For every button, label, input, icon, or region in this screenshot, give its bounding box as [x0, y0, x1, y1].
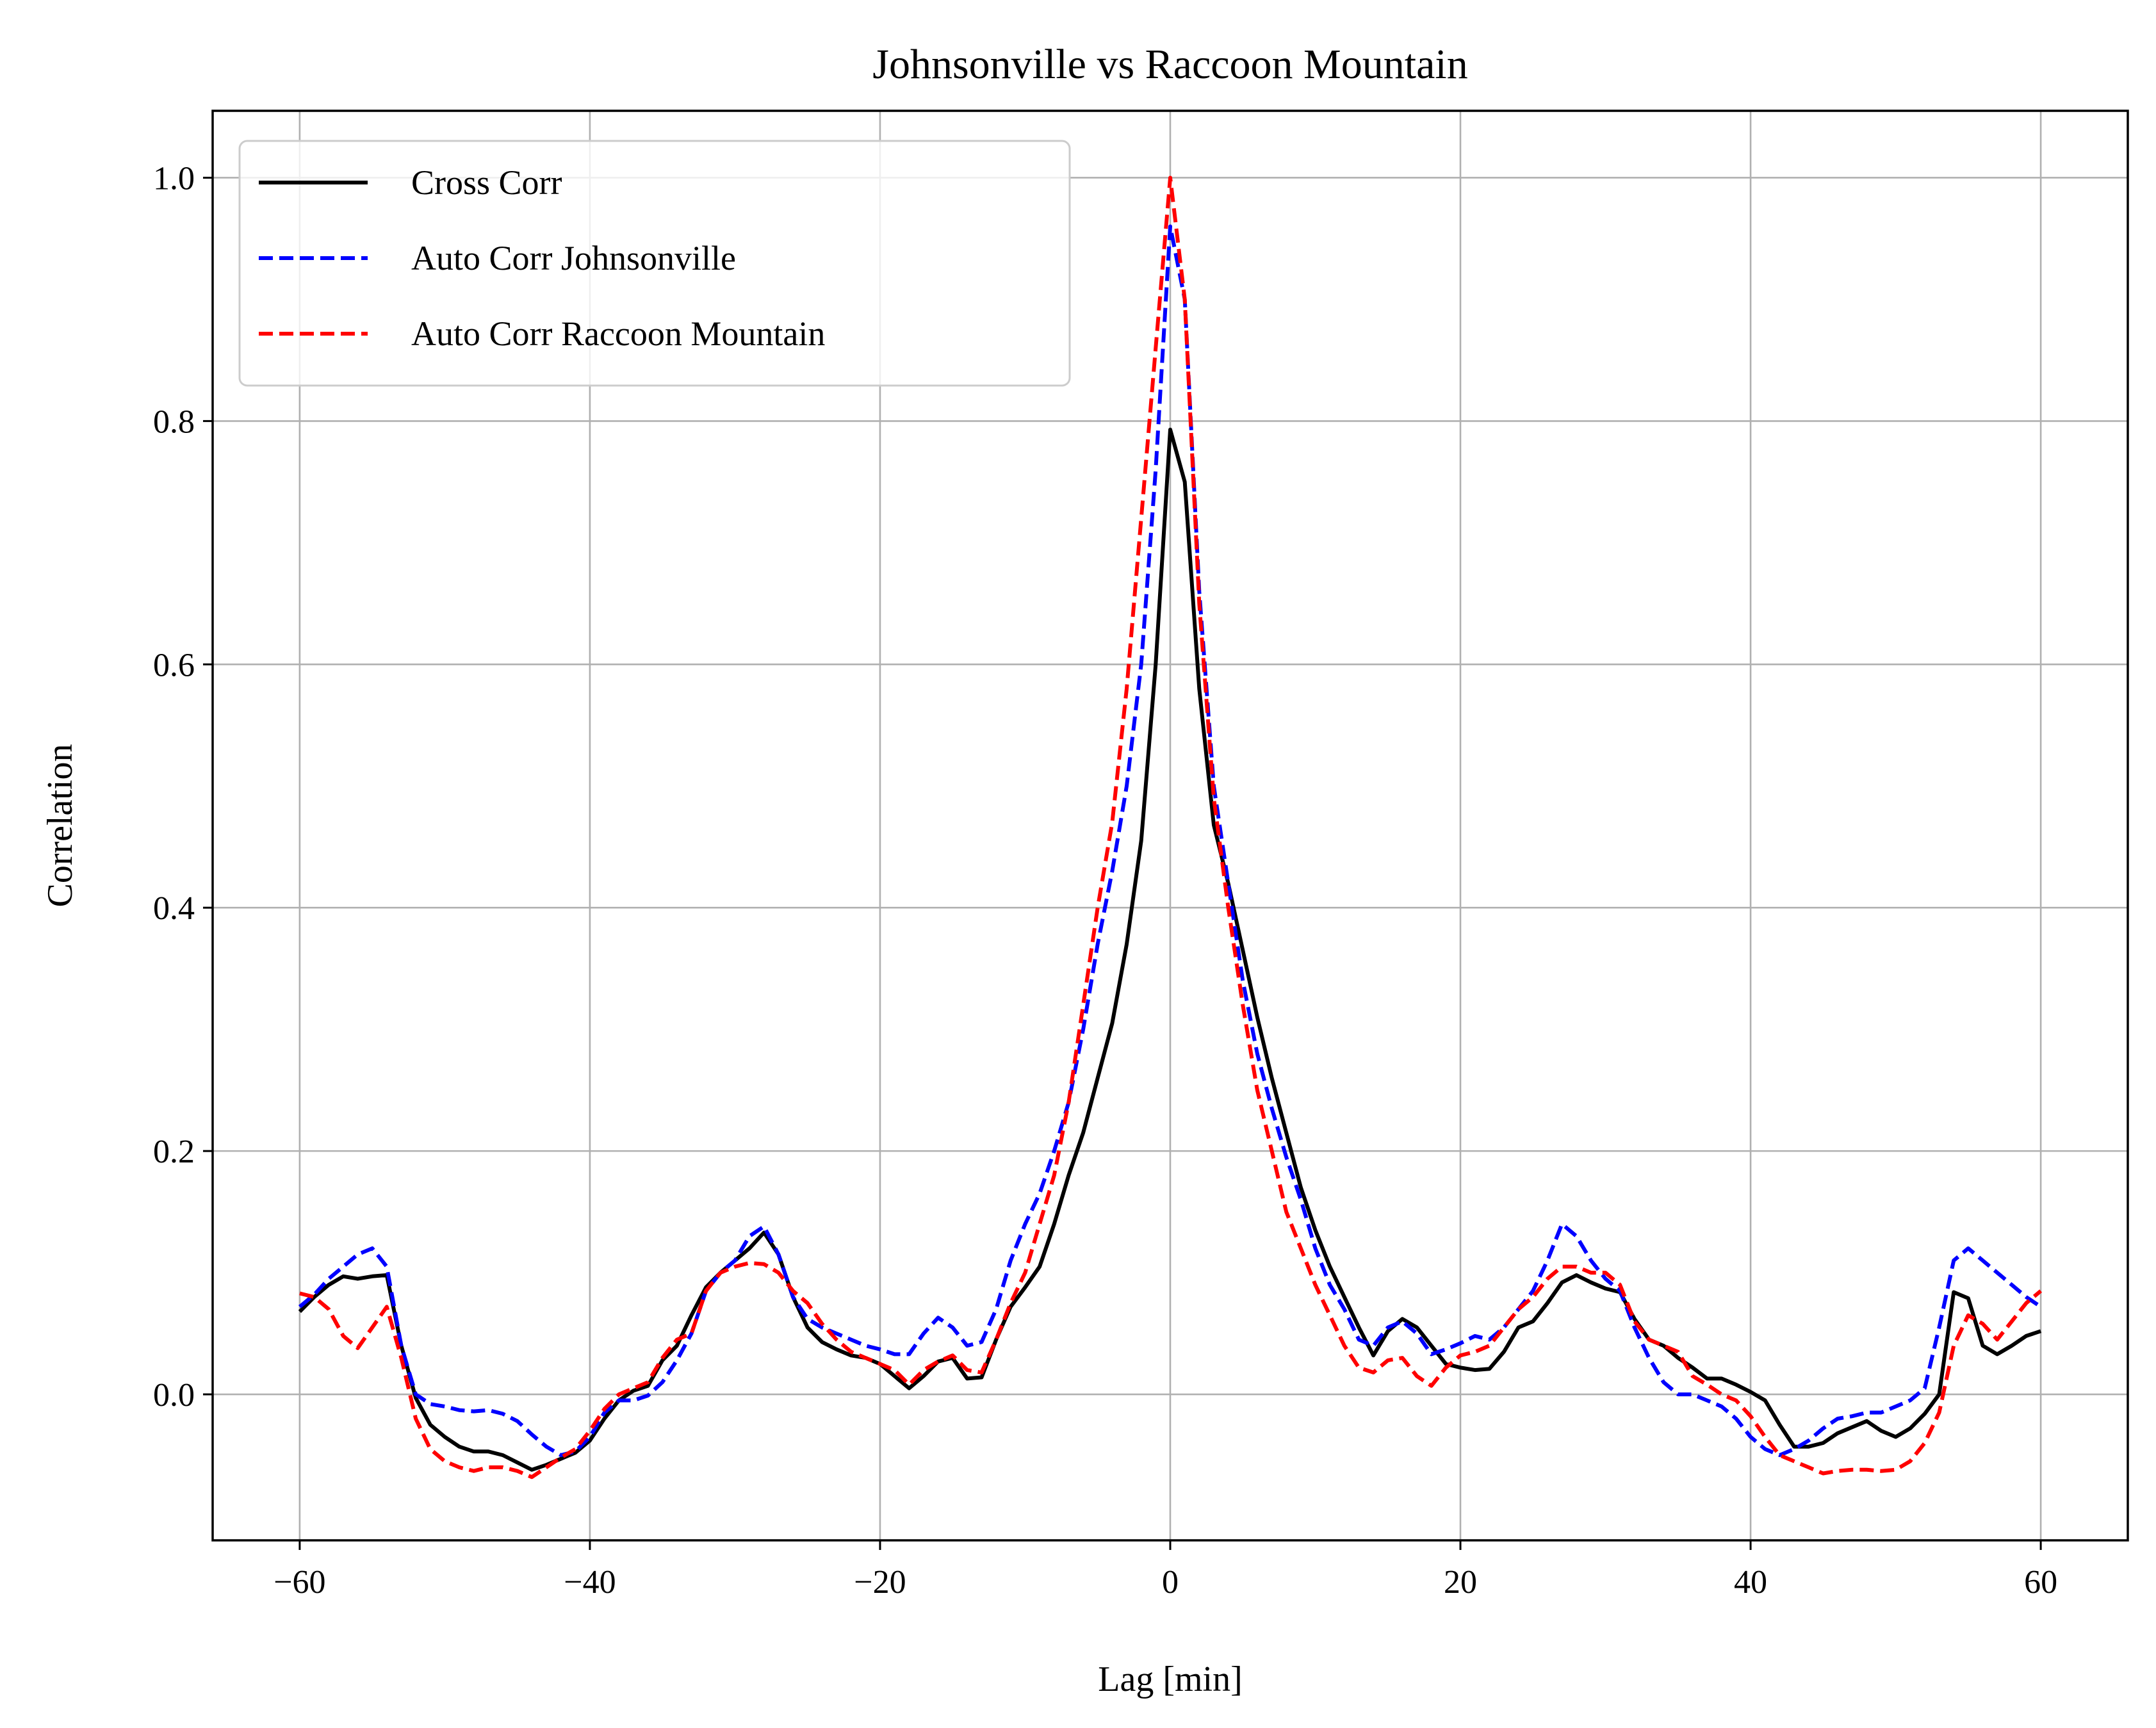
x-tick-label: 60 [2024, 1564, 2057, 1601]
series-line-2 [298, 224, 2042, 1457]
series-line-1 [298, 427, 2042, 1472]
series-line-3 [299, 175, 2043, 1479]
y-tick-label: 0.2 [153, 1134, 195, 1170]
y-tick-label: 0.8 [153, 403, 195, 440]
legend-label: Auto Corr Raccoon Mountain [411, 314, 825, 353]
y-tick-label: 0.0 [153, 1377, 195, 1414]
legend-box [238, 140, 1071, 387]
x-tick-label: −40 [564, 1564, 616, 1601]
x-tick-label: 0 [1162, 1564, 1179, 1601]
x-tick-label: 20 [1444, 1564, 1477, 1601]
legend-label: Auto Corr Johnsonville [411, 239, 736, 277]
chart-title: Johnsonville vs Raccoon Mountain [872, 41, 1467, 88]
series-layer [298, 175, 2043, 1479]
x-tick-label: 40 [1734, 1564, 1767, 1601]
ticks: −60 −40 −20 0 20 40 60 0.0 0.2 0.4 0.6 0.8 1.0 [153, 160, 2057, 1601]
y-tick-label: 1.0 [153, 160, 195, 197]
x-axis-label: Lag [min] [1098, 1659, 1242, 1699]
y-tick-label: 0.6 [153, 647, 195, 683]
y-tick-label: 0.4 [153, 890, 195, 927]
legend: Cross Corr Auto Corr Johnsonville Auto Cor… [238, 140, 1071, 387]
y-axis-label: Correlation [40, 744, 80, 907]
x-tick-label: −60 [274, 1564, 325, 1601]
legend-label: Cross Corr [411, 163, 562, 202]
x-tick-label: −20 [854, 1564, 906, 1601]
